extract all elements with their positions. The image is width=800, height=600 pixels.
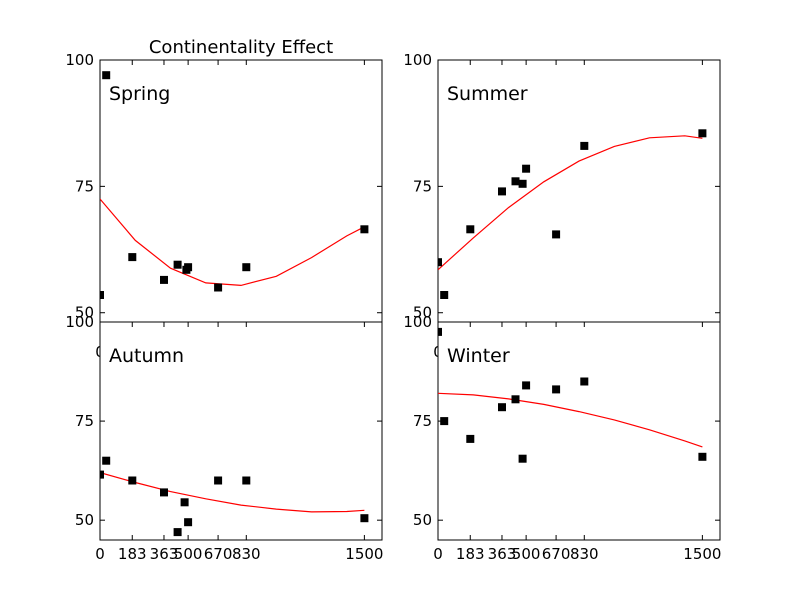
fit-curve (100, 472, 365, 513)
y-tick-label: 100 (65, 51, 94, 69)
data-point (180, 498, 189, 507)
data-point (552, 385, 561, 394)
x-tick-label: 0 (95, 545, 105, 563)
data-point (160, 488, 168, 497)
y-tick-label: 100 (403, 51, 432, 69)
data-point (466, 225, 475, 234)
panel-label: Winter (447, 345, 510, 367)
data-point (128, 253, 137, 262)
panel-spring: 018336350067083015005075100Spring (65, 51, 383, 361)
x-tick-label: 670 (542, 545, 571, 563)
data-point (438, 327, 442, 336)
x-tick-label: 1500 (345, 545, 383, 563)
data-point (214, 476, 223, 485)
x-tick-label: 670 (204, 545, 233, 563)
x-tick-label: 830 (570, 545, 599, 563)
x-tick-label: 0 (433, 545, 443, 563)
data-point (518, 454, 527, 463)
data-point (522, 381, 531, 390)
x-tick-label: 363 (150, 545, 179, 563)
plot-frame (437, 59, 721, 339)
data-point (698, 452, 707, 461)
data-point (511, 395, 520, 404)
x-tick-label: 183 (456, 545, 485, 563)
x-tick-label: 500 (174, 545, 203, 563)
y-tick-label: 75 (413, 412, 432, 430)
data-point (242, 263, 251, 272)
figure-title: Continentality Effect (149, 37, 333, 58)
panel-label: Summer (447, 83, 528, 105)
y-tick-label: 50 (75, 304, 94, 322)
x-tick-label: 363 (488, 545, 517, 563)
plot-frame (99, 321, 383, 541)
x-tick-label: 500 (512, 545, 541, 563)
data-point (498, 187, 506, 196)
fit-curve (438, 135, 703, 271)
data-point (552, 230, 561, 239)
data-point (184, 263, 193, 272)
data-point (360, 514, 369, 523)
data-point (242, 476, 251, 485)
plot-frame (437, 321, 721, 541)
y-tick-label: 100 (403, 313, 432, 331)
data-point (102, 71, 111, 80)
data-point (100, 291, 104, 299)
y-tick-label: 50 (75, 511, 94, 529)
y-tick-label: 75 (413, 177, 432, 195)
fit-curve (100, 198, 365, 287)
data-point (498, 403, 506, 412)
x-tick-label: 830 (232, 545, 261, 563)
panel-label: Autumn (109, 345, 184, 367)
data-point (438, 258, 442, 267)
data-point (440, 291, 449, 299)
x-tick-label: 183 (118, 545, 147, 563)
data-point (360, 225, 369, 234)
fit-curve (438, 392, 703, 448)
y-tick-label: 50 (413, 304, 432, 322)
data-point (128, 476, 137, 485)
data-point (160, 275, 168, 284)
data-point (100, 470, 104, 479)
data-point (522, 164, 531, 173)
data-point (173, 528, 182, 537)
data-point (698, 129, 707, 138)
data-point (440, 417, 449, 426)
panel-summer: 018336350067083015005075100Summer (403, 51, 721, 361)
data-point (173, 260, 182, 269)
panel-label: Spring (109, 83, 170, 105)
data-point (466, 434, 475, 443)
data-point (102, 456, 111, 465)
y-tick-label: 75 (75, 412, 94, 430)
data-point (580, 377, 589, 386)
x-tick-label: 1500 (683, 545, 721, 563)
data-point (511, 177, 520, 186)
y-tick-label: 50 (413, 511, 432, 529)
data-point (580, 141, 589, 150)
y-tick-label: 75 (75, 177, 94, 195)
plot-frame (99, 59, 383, 339)
data-point (214, 283, 223, 292)
y-tick-label: 100 (65, 313, 94, 331)
data-point (184, 518, 193, 527)
data-point (518, 179, 527, 188)
